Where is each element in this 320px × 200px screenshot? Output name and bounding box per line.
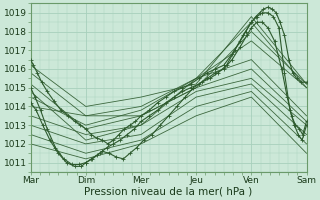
X-axis label: Pression niveau de la mer( hPa ): Pression niveau de la mer( hPa ) bbox=[84, 187, 253, 197]
